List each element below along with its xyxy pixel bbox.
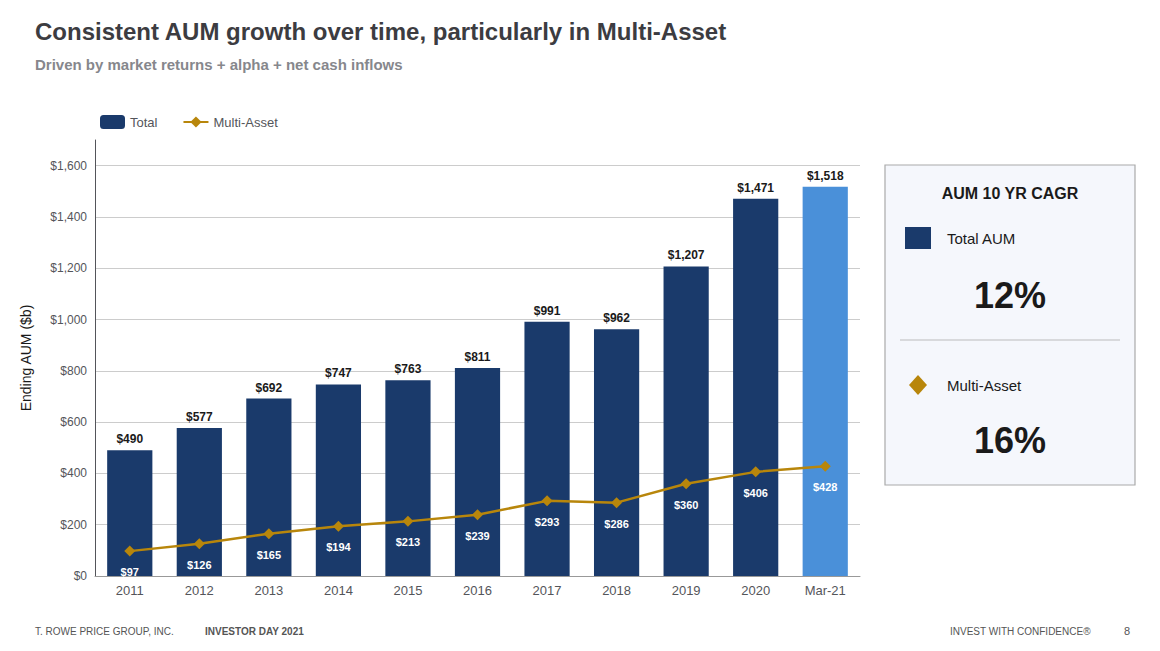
svg-text:$962: $962 — [603, 311, 630, 325]
svg-text:$1,518: $1,518 — [807, 169, 844, 183]
svg-text:Multi-Asset: Multi-Asset — [947, 377, 1022, 394]
svg-text:2019: 2019 — [672, 583, 701, 598]
svg-text:$800: $800 — [60, 364, 87, 378]
svg-text:2020: 2020 — [741, 583, 770, 598]
svg-text:$400: $400 — [60, 466, 87, 480]
svg-text:Ending AUM ($b): Ending AUM ($b) — [18, 305, 34, 412]
svg-text:$165: $165 — [257, 549, 281, 561]
svg-text:$97: $97 — [121, 566, 139, 578]
svg-text:$692: $692 — [256, 381, 283, 395]
svg-text:INVESTOR DAY 2021: INVESTOR DAY 2021 — [205, 626, 304, 637]
svg-text:2012: 2012 — [185, 583, 214, 598]
svg-text:$0: $0 — [74, 569, 88, 583]
svg-text:2018: 2018 — [602, 583, 631, 598]
svg-text:$428: $428 — [813, 481, 837, 493]
svg-text:2015: 2015 — [393, 583, 422, 598]
svg-text:AUM 10 YR CAGR: AUM 10 YR CAGR — [942, 185, 1079, 202]
svg-text:$490: $490 — [116, 432, 143, 446]
svg-text:2016: 2016 — [463, 583, 492, 598]
svg-text:$360: $360 — [674, 499, 698, 511]
svg-text:$577: $577 — [186, 410, 213, 424]
svg-text:$194: $194 — [326, 541, 351, 553]
svg-text:$991: $991 — [534, 304, 561, 318]
svg-text:$239: $239 — [465, 530, 489, 542]
svg-text:$406: $406 — [743, 487, 767, 499]
svg-text:T. ROWE PRICE GROUP, INC.: T. ROWE PRICE GROUP, INC. — [35, 626, 174, 637]
svg-text:8: 8 — [1124, 625, 1130, 637]
svg-text:$1,471: $1,471 — [737, 181, 774, 195]
svg-text:2017: 2017 — [533, 583, 562, 598]
svg-text:2013: 2013 — [254, 583, 283, 598]
svg-text:$747: $747 — [325, 366, 352, 380]
svg-text:$213: $213 — [396, 536, 420, 548]
svg-text:Consistent AUM growth over tim: Consistent AUM growth over time, particu… — [35, 18, 726, 45]
svg-text:INVEST WITH CONFIDENCE®: INVEST WITH CONFIDENCE® — [950, 626, 1091, 637]
svg-text:$293: $293 — [535, 516, 559, 528]
svg-text:$600: $600 — [60, 415, 87, 429]
svg-text:Mar-21: Mar-21 — [805, 583, 846, 598]
svg-text:$200: $200 — [60, 518, 87, 532]
svg-text:16%: 16% — [974, 420, 1046, 461]
svg-text:Total: Total — [130, 115, 158, 130]
svg-text:$126: $126 — [187, 559, 211, 571]
svg-text:$1,207: $1,207 — [668, 248, 705, 262]
svg-text:12%: 12% — [974, 275, 1046, 316]
svg-text:Driven by market returns + alp: Driven by market returns + alpha + net c… — [35, 56, 403, 73]
svg-text:$286: $286 — [604, 518, 628, 530]
svg-text:$1,400: $1,400 — [50, 210, 87, 224]
svg-text:$763: $763 — [395, 362, 422, 376]
svg-text:Total AUM: Total AUM — [947, 230, 1015, 247]
svg-text:2014: 2014 — [324, 583, 353, 598]
svg-text:2011: 2011 — [116, 583, 144, 598]
svg-text:$1,600: $1,600 — [50, 159, 87, 173]
svg-text:$1,200: $1,200 — [50, 261, 87, 275]
svg-text:Multi-Asset: Multi-Asset — [213, 115, 278, 130]
svg-text:$811: $811 — [464, 350, 490, 364]
svg-text:$1,000: $1,000 — [50, 313, 87, 327]
